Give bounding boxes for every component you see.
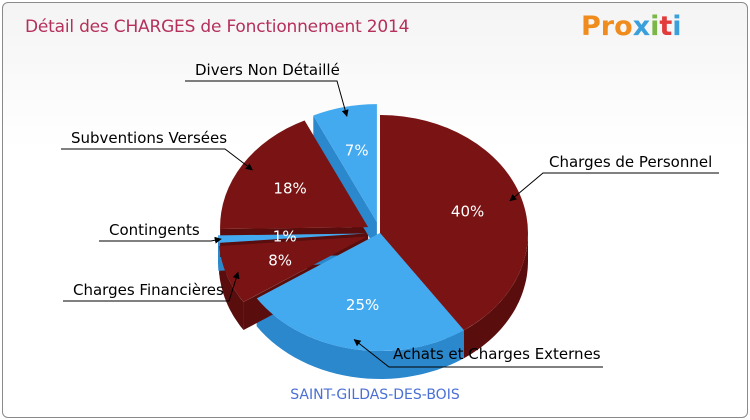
pie-slice	[256, 233, 464, 351]
category-label: Subventions Versées	[71, 129, 227, 147]
chart-title: Détail des CHARGES de Fonctionnement 201…	[25, 17, 410, 37]
pie-slice	[380, 115, 528, 331]
commune-name: SAINT-GILDAS-DES-BOIS	[290, 387, 460, 403]
slice-value-label: 7%	[345, 142, 369, 160]
category-label: Achats et Charges Externes	[393, 345, 601, 363]
pie-slice-side	[463, 233, 528, 359]
category-label: Divers Non Détaillé	[195, 61, 340, 79]
callout-leader-line	[185, 80, 349, 117]
brand-logo-letter: P	[581, 11, 601, 42]
pie-slice	[219, 236, 367, 302]
category-label: Charges de Personnel	[549, 153, 712, 171]
pie-slice-side	[256, 298, 464, 379]
pie-slice	[313, 104, 377, 223]
brand-logo-letter: i	[672, 11, 682, 42]
slice-value-label: 25%	[346, 296, 379, 314]
callout-leader-line	[99, 236, 222, 244]
slice-value-label: 1%	[273, 228, 297, 246]
slice-value-label: 18%	[273, 180, 306, 198]
brand-logo-letter: i	[650, 11, 660, 42]
pie-slice-side	[219, 246, 244, 330]
brand-logo: Proxiti	[581, 11, 682, 42]
brand-logo-letter: x	[632, 11, 651, 42]
slice-value-label: 40%	[451, 202, 484, 220]
category-label: Contingents	[109, 221, 200, 239]
brand-logo-letter: t	[659, 11, 673, 42]
callout-leader-line	[509, 172, 719, 202]
category-label: Charges Financières	[73, 281, 224, 299]
brand-logo-letter: o	[614, 11, 633, 42]
pie-slice	[218, 233, 367, 243]
pie-chart: 40% 25% 8% 1% 18% 7% Charges de Personnel Acha…	[61, 61, 719, 379]
callout-leader-line	[61, 148, 253, 171]
callout-leader-line	[353, 339, 603, 368]
slice-value-label: 8%	[268, 252, 292, 270]
pie-slice	[220, 120, 369, 229]
brand-logo-letter: r	[600, 11, 615, 42]
callout-leader-line	[63, 271, 240, 302]
